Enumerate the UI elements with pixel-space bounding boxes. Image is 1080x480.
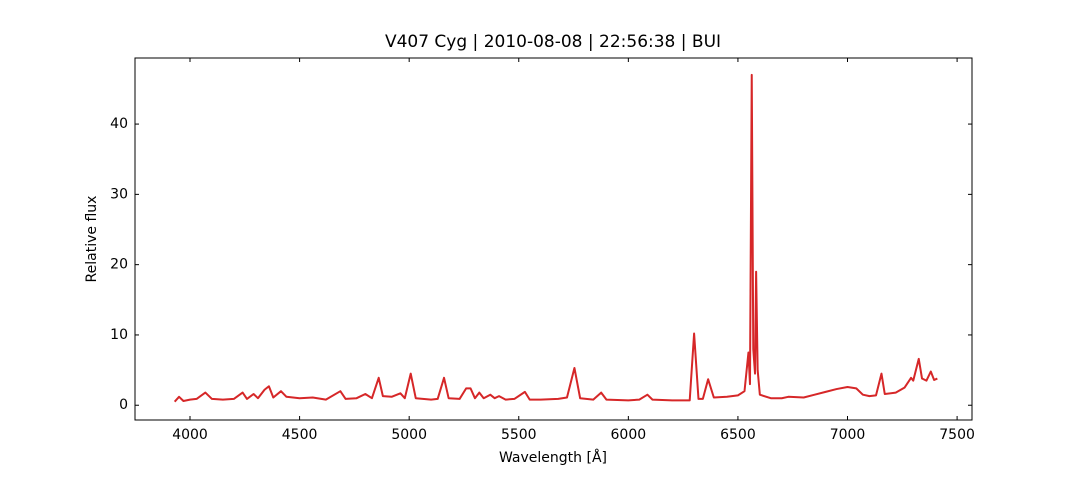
plot-frame [134, 57, 973, 421]
x-tick-label: 6000 [611, 427, 647, 443]
x-tick-label: 6500 [720, 427, 756, 443]
y-tick-label: 20 [110, 257, 128, 273]
y-tick-label: 40 [110, 116, 128, 132]
x-tick-label: 4000 [172, 427, 208, 443]
x-tick-label: 7500 [939, 427, 975, 443]
y-tick-label: 30 [110, 186, 128, 202]
y-tick-label: 0 [119, 397, 128, 413]
x-axis-label: Wavelength [Å] [499, 449, 607, 466]
y-tick-label: 10 [110, 327, 128, 343]
y-axis-label: Relative flux [84, 196, 100, 283]
chart-title: V407 Cyg | 2010-08-08 | 22:56:38 | BUI [385, 32, 721, 52]
x-tick-label: 5000 [391, 427, 427, 443]
x-tick-label: 7000 [830, 427, 866, 443]
spectrum-line [173, 73, 938, 403]
x-tick-label: 4500 [282, 427, 318, 443]
x-tick-label: 5500 [501, 427, 537, 443]
